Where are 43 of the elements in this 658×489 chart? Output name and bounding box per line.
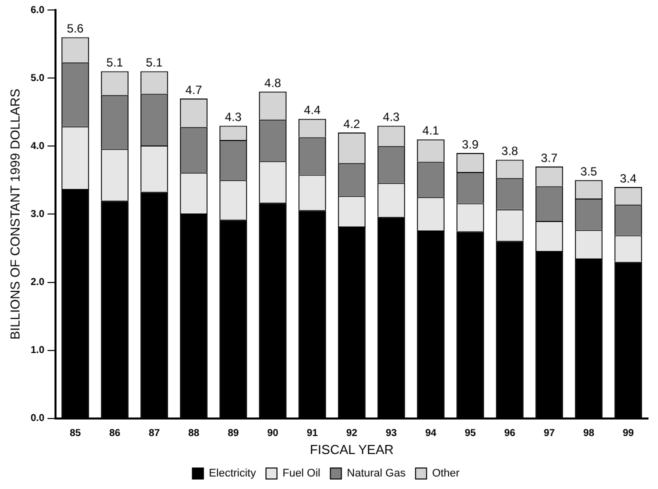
y-tick-label: 0.0 — [30, 413, 45, 424]
legend-label: Electricity — [208, 468, 256, 480]
total-label: 4.4 — [304, 103, 321, 118]
total-label: 3.5 — [580, 164, 598, 178]
total-label: 4.3 — [382, 110, 400, 124]
x-tick-label: 93 — [386, 428, 398, 440]
x-tick-label: 87 — [148, 428, 160, 440]
total-label: 4.2 — [343, 116, 360, 131]
y-tick-label: 5.0 — [30, 72, 45, 84]
total-label: 5.6 — [66, 22, 84, 36]
x-tick-label: 86 — [109, 428, 121, 440]
total-label: 4.7 — [185, 82, 202, 97]
legend-label: Fuel Oil — [282, 468, 320, 480]
x-tick-label: 97 — [544, 428, 556, 440]
legend-label: Natural Gas — [346, 468, 406, 480]
y-tick-label: 3.0 — [30, 208, 45, 220]
x-tick-label: 85 — [70, 428, 82, 440]
total-label: 5.1 — [146, 56, 163, 70]
y-tick-label: 2.0 — [30, 277, 45, 288]
total-label: 3.8 — [501, 144, 518, 158]
x-tick-label: 90 — [267, 428, 279, 440]
x-axis-title: FISCAL YEAR — [310, 442, 394, 457]
x-tick-label: 89 — [228, 428, 240, 440]
x-tick-label: 92 — [346, 428, 358, 440]
total-label: 4.8 — [264, 76, 282, 90]
x-tick-label: 99 — [622, 428, 634, 440]
total-label: 4.1 — [422, 124, 440, 138]
total-label: 3.4 — [620, 171, 637, 186]
x-tick-label: 88 — [188, 428, 200, 440]
total-label: 3.7 — [540, 150, 558, 165]
y-axis-title: BILLIONS OF CONSTANT 1999 DOLLARS — [7, 88, 22, 340]
y-tick-label: 4.0 — [30, 140, 45, 152]
x-tick-label: 98 — [583, 428, 595, 440]
total-label: 5.1 — [106, 56, 124, 70]
y-tick-label: 6.0 — [30, 4, 45, 16]
total-label: 3.9 — [462, 137, 479, 152]
legend-label: Other — [432, 468, 460, 480]
total-label: 4.3 — [224, 110, 242, 124]
x-tick-label: 91 — [306, 428, 318, 440]
x-tick-label: 96 — [504, 428, 516, 440]
x-tick-label: 94 — [425, 428, 437, 440]
x-tick-label: 95 — [464, 428, 476, 440]
y-tick-label: 1.0 — [30, 345, 45, 356]
